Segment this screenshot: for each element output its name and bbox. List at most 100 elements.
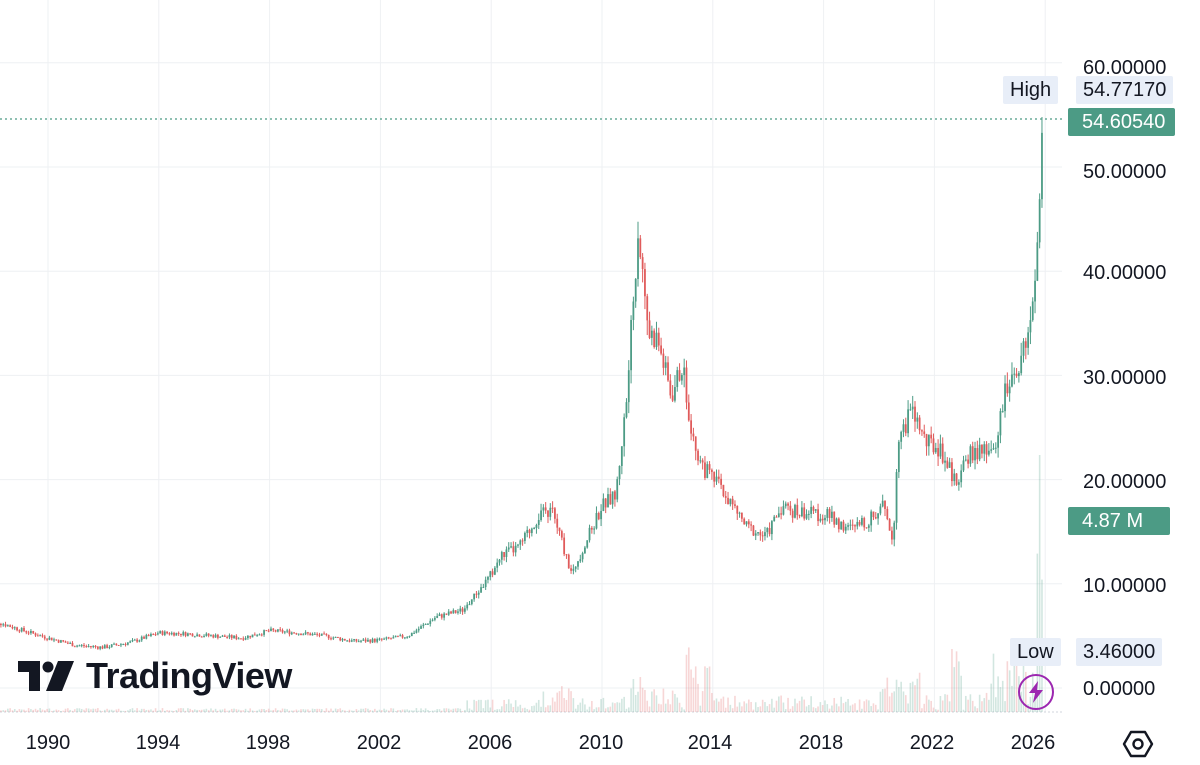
- volume-bar: [339, 708, 342, 712]
- candle-body: [85, 646, 88, 648]
- volume-bar: [1015, 665, 1018, 712]
- volume-bar: [83, 709, 85, 712]
- volume-bar: [394, 710, 397, 712]
- settings-button[interactable]: [1122, 728, 1154, 760]
- candle-body: [18, 630, 21, 632]
- volume-bar: [1013, 661, 1016, 712]
- candle-body: [632, 301, 635, 320]
- volume-bar: [441, 710, 443, 712]
- volume-bar: [678, 702, 681, 712]
- volume-bar: [108, 709, 111, 712]
- candle-body: [13, 627, 16, 629]
- candle-body: [69, 642, 72, 644]
- candle-body: [11, 626, 14, 629]
- volume-bar: [886, 677, 889, 712]
- volume-bar: [194, 709, 196, 712]
- volume-bar: [694, 666, 697, 712]
- candle-body: [191, 633, 194, 637]
- volume-bar: [623, 696, 625, 712]
- volume-bar: [272, 709, 275, 712]
- candle-body: [994, 447, 997, 449]
- candle-body: [200, 636, 203, 638]
- candle-body: [443, 613, 446, 618]
- volume-bar: [348, 709, 351, 712]
- x-tick-2026: 2026: [1010, 732, 1056, 754]
- volume-bar: [731, 708, 734, 712]
- volume-bar: [604, 708, 607, 712]
- volume-bar: [274, 708, 277, 712]
- candle-body: [233, 635, 235, 639]
- candle-body: [609, 494, 612, 505]
- volume-bar: [741, 706, 743, 712]
- candle-body: [170, 632, 173, 635]
- volume-bar: [50, 710, 53, 712]
- candle-body: [140, 636, 143, 641]
- volume-bar: [842, 703, 845, 712]
- volume-bar: [4, 710, 7, 712]
- candle-body: [1029, 320, 1032, 333]
- candle-body: [186, 633, 189, 636]
- volume-bar: [833, 697, 836, 712]
- candle-body: [731, 498, 734, 505]
- volume-bar: [512, 707, 515, 712]
- volume-bar: [597, 707, 600, 712]
- candle-body: [431, 619, 434, 621]
- candle-body: [415, 630, 418, 633]
- candle-body: [387, 637, 390, 639]
- candle-body: [39, 635, 42, 637]
- volume-bar: [371, 710, 374, 712]
- low-label-tag: Low: [1010, 638, 1061, 666]
- volume-bar: [676, 697, 679, 712]
- volume-tag: 4.87 M: [1068, 507, 1170, 535]
- volume-bar: [988, 699, 990, 712]
- candle-body: [521, 540, 524, 542]
- candle-body: [327, 634, 330, 639]
- lightning-bolt-button[interactable]: [1018, 674, 1054, 710]
- volume-bar: [152, 710, 155, 712]
- candle-body: [108, 647, 111, 649]
- volume-bar: [124, 710, 127, 712]
- candle-body: [491, 571, 494, 575]
- volume-bar: [579, 702, 582, 712]
- volume-bar: [350, 710, 353, 712]
- volume-bar: [715, 698, 718, 712]
- volume-bar: [501, 706, 503, 712]
- candle-body: [173, 632, 175, 636]
- y-tick-30: 30.00000: [1083, 367, 1167, 389]
- candle-body: [394, 635, 397, 638]
- volume-bar: [387, 710, 390, 712]
- volume-bar: [976, 708, 979, 712]
- volume-bar: [431, 710, 434, 712]
- volume-bar: [964, 695, 967, 712]
- volume-bar: [641, 687, 644, 712]
- volume-bar: [600, 699, 602, 712]
- volume-bar: [254, 710, 256, 712]
- candle-body: [90, 646, 92, 648]
- volume-bar: [948, 701, 951, 712]
- volume-bar: [847, 698, 849, 712]
- candle-body: [867, 525, 870, 528]
- candle-body: [607, 494, 609, 508]
- candle-body: [323, 633, 325, 635]
- volume-bar: [748, 699, 750, 712]
- candle-body: [177, 632, 180, 634]
- volume-bar: [182, 708, 185, 712]
- volume-bar: [861, 708, 863, 712]
- candle-body: [577, 561, 579, 567]
- volume-bar: [48, 708, 51, 712]
- candle-body: [948, 462, 951, 468]
- candle-body: [821, 518, 824, 521]
- candle-body: [1011, 374, 1013, 387]
- candle-body: [715, 476, 718, 482]
- candle-body: [311, 633, 314, 636]
- volume-bar: [267, 708, 270, 712]
- volume-bar: [277, 710, 279, 712]
- volume-bar: [997, 676, 999, 712]
- candle-body: [969, 446, 972, 464]
- volume-bar: [627, 707, 630, 712]
- candle-body: [537, 520, 540, 525]
- tradingview-logo[interactable]: TradingView: [18, 655, 292, 697]
- volume-bar: [870, 706, 872, 712]
- volume-bar: [685, 654, 688, 712]
